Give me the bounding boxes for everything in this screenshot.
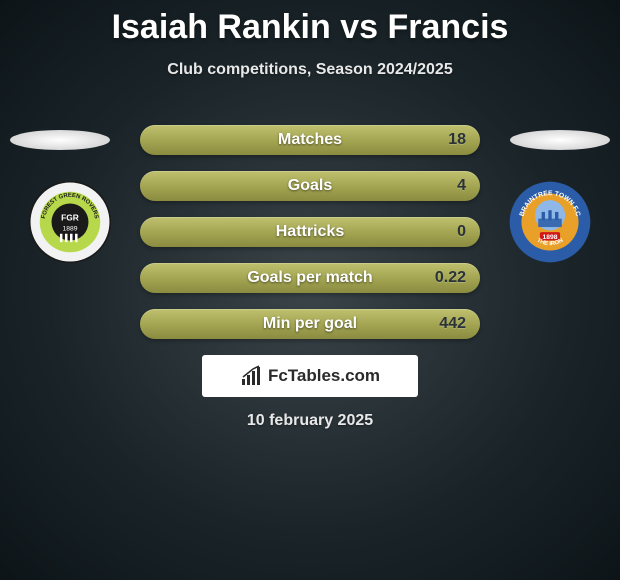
stat-row: Min per goal 442 (140, 309, 480, 339)
stat-row: Goals per match 0.22 (140, 263, 480, 293)
stat-value: 18 (448, 131, 466, 149)
page-title: Isaiah Rankin vs Francis (0, 0, 620, 47)
branding-badge: FcTables.com (202, 355, 418, 397)
club-logo-left: FGR 1889 FOREST GREEN ROVERS (28, 180, 112, 264)
stat-row: Goals 4 (140, 171, 480, 201)
stat-label: Matches (278, 131, 342, 149)
stat-row: Hattricks 0 (140, 217, 480, 247)
club-year-right: 1898 (543, 234, 558, 241)
stat-value: 442 (439, 315, 466, 333)
stat-label: Goals (288, 177, 332, 195)
stat-value: 0 (457, 223, 466, 241)
stats-container: Matches 18 Goals 4 Hattricks 0 Goals per match… (140, 125, 480, 355)
page-subtitle: Club competitions, Season 2024/2025 (0, 61, 620, 79)
branding-text: FcTables.com (268, 366, 380, 386)
stat-label: Hattricks (276, 223, 344, 241)
club-abbrev-left: FGR (61, 212, 79, 222)
stat-label: Min per goal (263, 315, 357, 333)
player-avatar-right (510, 130, 610, 150)
stat-value: 0.22 (435, 269, 466, 287)
stat-row: Matches 18 (140, 125, 480, 155)
club-logo-right: 1898 BRAINTREE TOWN F.C THE IRON (508, 180, 592, 264)
stat-label: Goals per match (247, 269, 372, 287)
chart-icon (240, 365, 262, 387)
stat-value: 4 (457, 177, 466, 195)
club-year-left: 1889 (63, 225, 78, 232)
player-avatar-left (10, 130, 110, 150)
date-text: 10 february 2025 (0, 412, 620, 430)
